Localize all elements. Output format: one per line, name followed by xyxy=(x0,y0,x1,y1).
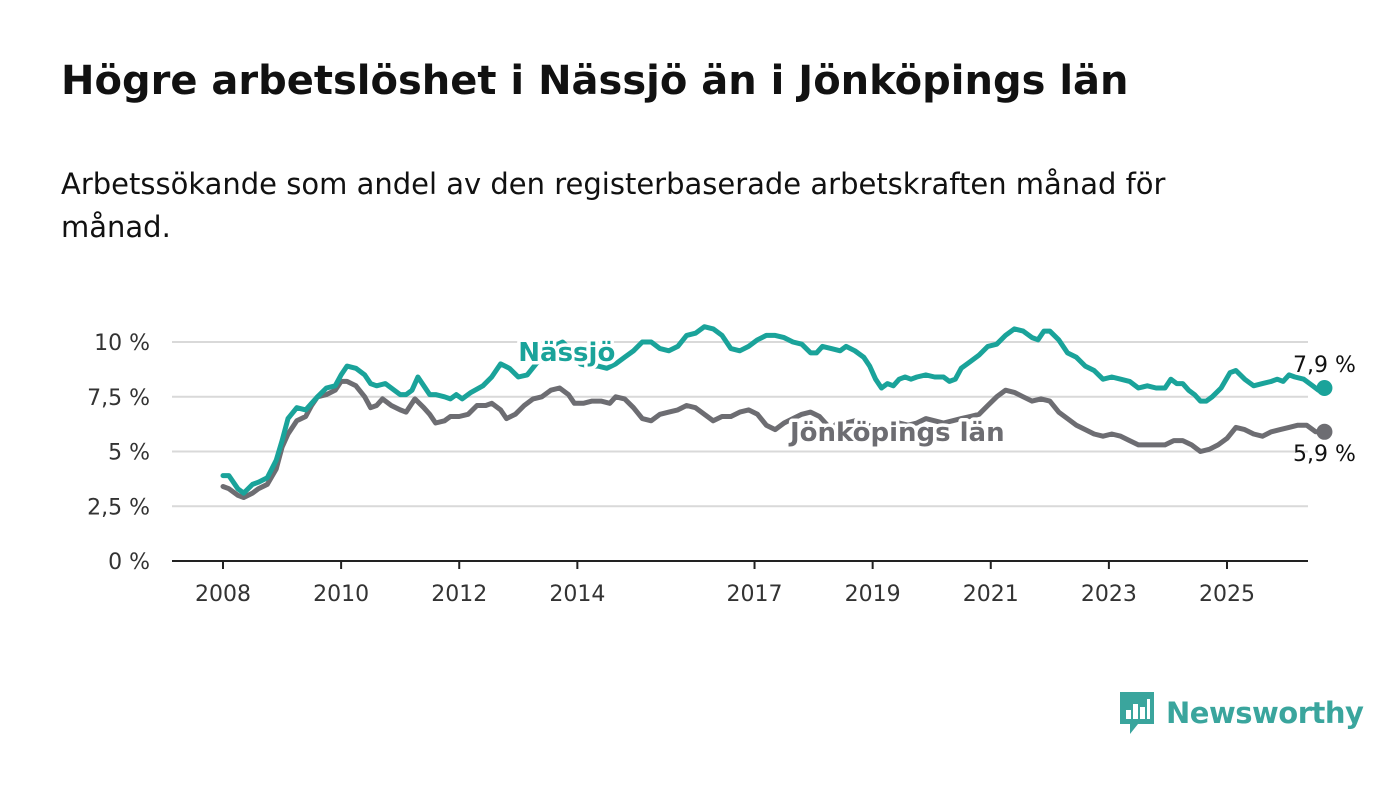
series-lines xyxy=(220,324,1333,500)
y-tick-label: 7,5 % xyxy=(87,386,150,411)
x-axis-ticks: 2008 2010 2012 2014 2017 2019 2021 2023 2025 xyxy=(195,561,1255,607)
x-tick-label: 2012 xyxy=(431,582,487,607)
series-end-marker xyxy=(1316,379,1333,396)
x-tick-label: 2014 xyxy=(549,582,605,607)
y-tick-label: 10 % xyxy=(94,331,150,356)
x-tick-label: 2017 xyxy=(727,582,783,607)
x-tick-label: 2008 xyxy=(195,582,251,607)
chart-title: Högre arbetslöshet i Nässjö än i Jönköpi… xyxy=(61,58,1129,104)
gridlines xyxy=(172,341,1308,508)
x-tick-label: 2025 xyxy=(1199,582,1255,607)
y-tick-label: 0 % xyxy=(108,550,150,575)
x-tick-label: 2019 xyxy=(845,582,901,607)
series-line-nassjo xyxy=(220,324,1327,496)
x-tick-label: 2021 xyxy=(963,582,1019,607)
x-tick-label: 2010 xyxy=(313,582,369,607)
series-line-jonkopings-lan xyxy=(220,378,1327,500)
series-name-label: Nässjö xyxy=(518,338,615,368)
series-labels: Nässjö Jönköpings län 7,9 % 5,9 % xyxy=(515,334,1356,467)
series-end-value-label: 7,9 % xyxy=(1293,353,1356,378)
series-end-value-label: 5,9 % xyxy=(1293,442,1356,467)
newsworthy-logo[interactable]: Newsworthy xyxy=(1118,690,1364,736)
series-name-label: Jönköpings län xyxy=(788,418,1005,448)
x-tick-label: 2023 xyxy=(1081,582,1137,607)
y-tick-label: 5 % xyxy=(108,441,150,466)
newsworthy-logo-icon xyxy=(1120,692,1154,734)
series-end-marker xyxy=(1316,423,1333,440)
brand-name: Newsworthy xyxy=(1166,696,1364,730)
chart-subtitle: Arbetssökande som andel av den registerb… xyxy=(61,167,1166,244)
y-tick-label: 2,5 % xyxy=(87,495,150,520)
y-axis-ticks: 0 % 2,5 % 5 % 7,5 % 10 % xyxy=(87,331,150,575)
